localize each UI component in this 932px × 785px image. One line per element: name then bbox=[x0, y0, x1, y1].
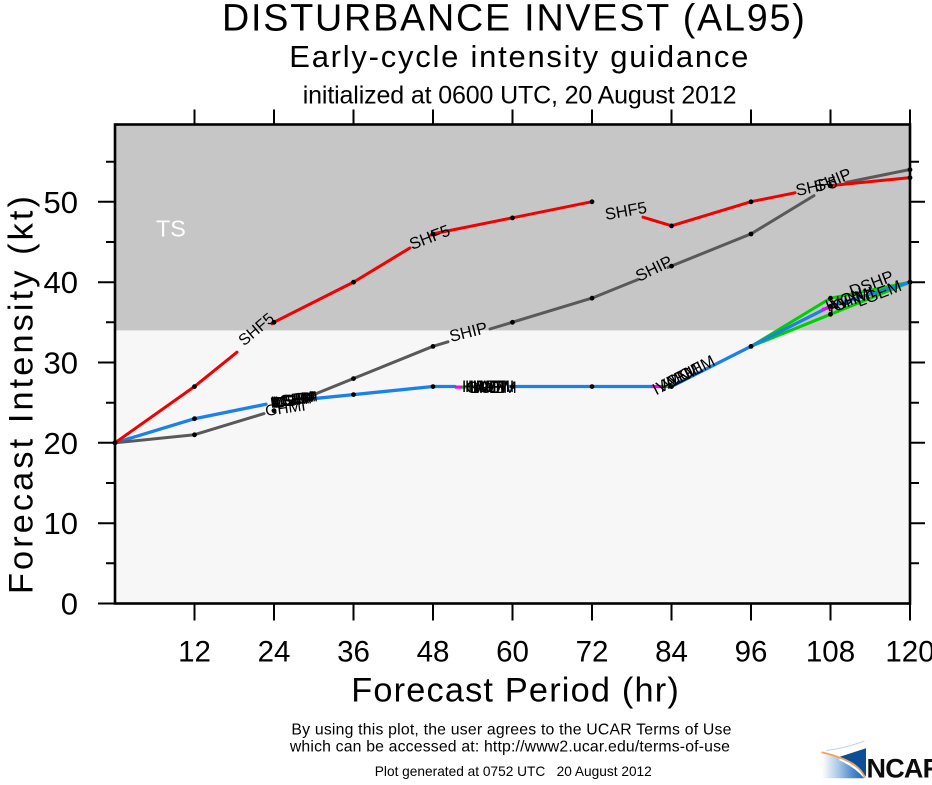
svg-text:72: 72 bbox=[576, 636, 609, 669]
svg-text:0: 0 bbox=[61, 587, 78, 622]
svg-text:20: 20 bbox=[44, 426, 78, 461]
svg-text:108: 108 bbox=[806, 636, 855, 669]
svg-text:84: 84 bbox=[655, 636, 688, 669]
svg-text:initialized at 0600 UTC, 20 Au: initialized at 0600 UTC, 20 August 2012 bbox=[303, 82, 737, 110]
svg-text:48: 48 bbox=[417, 636, 450, 669]
svg-text:24: 24 bbox=[258, 636, 291, 669]
svg-text:DISTURBANCE INVEST (AL95): DISTURBANCE INVEST (AL95) bbox=[222, 0, 807, 39]
svg-text:By using this plot, the user a: By using this plot, the user agrees to t… bbox=[291, 722, 731, 739]
svg-text:36: 36 bbox=[337, 636, 370, 669]
svg-text:Early-cycle intensity guidance: Early-cycle intensity guidance bbox=[289, 39, 750, 74]
svg-text:TS: TS bbox=[156, 216, 186, 242]
svg-text:60: 60 bbox=[496, 636, 529, 669]
svg-text:10: 10 bbox=[44, 506, 78, 541]
svg-text:120: 120 bbox=[885, 636, 932, 669]
svg-text:NCAR: NCAR bbox=[867, 754, 932, 781]
svg-text:AEMI: AEMI bbox=[474, 378, 514, 396]
svg-text:96: 96 bbox=[735, 636, 768, 669]
svg-text:Forecast Intensity (kt): Forecast Intensity (kt) bbox=[3, 193, 41, 594]
svg-text:12: 12 bbox=[178, 636, 211, 669]
svg-text:50: 50 bbox=[44, 185, 78, 220]
svg-text:Forecast Period (hr): Forecast Period (hr) bbox=[351, 672, 680, 710]
svg-text:which can be accessed at: http: which can be accessed at: http://www2.uc… bbox=[289, 739, 730, 756]
svg-text:30: 30 bbox=[44, 346, 78, 381]
svg-text:Plot generated at 0752 UTC 2: Plot generated at 0752 UTC 20 August 201… bbox=[375, 764, 652, 779]
svg-text:40: 40 bbox=[44, 265, 78, 300]
